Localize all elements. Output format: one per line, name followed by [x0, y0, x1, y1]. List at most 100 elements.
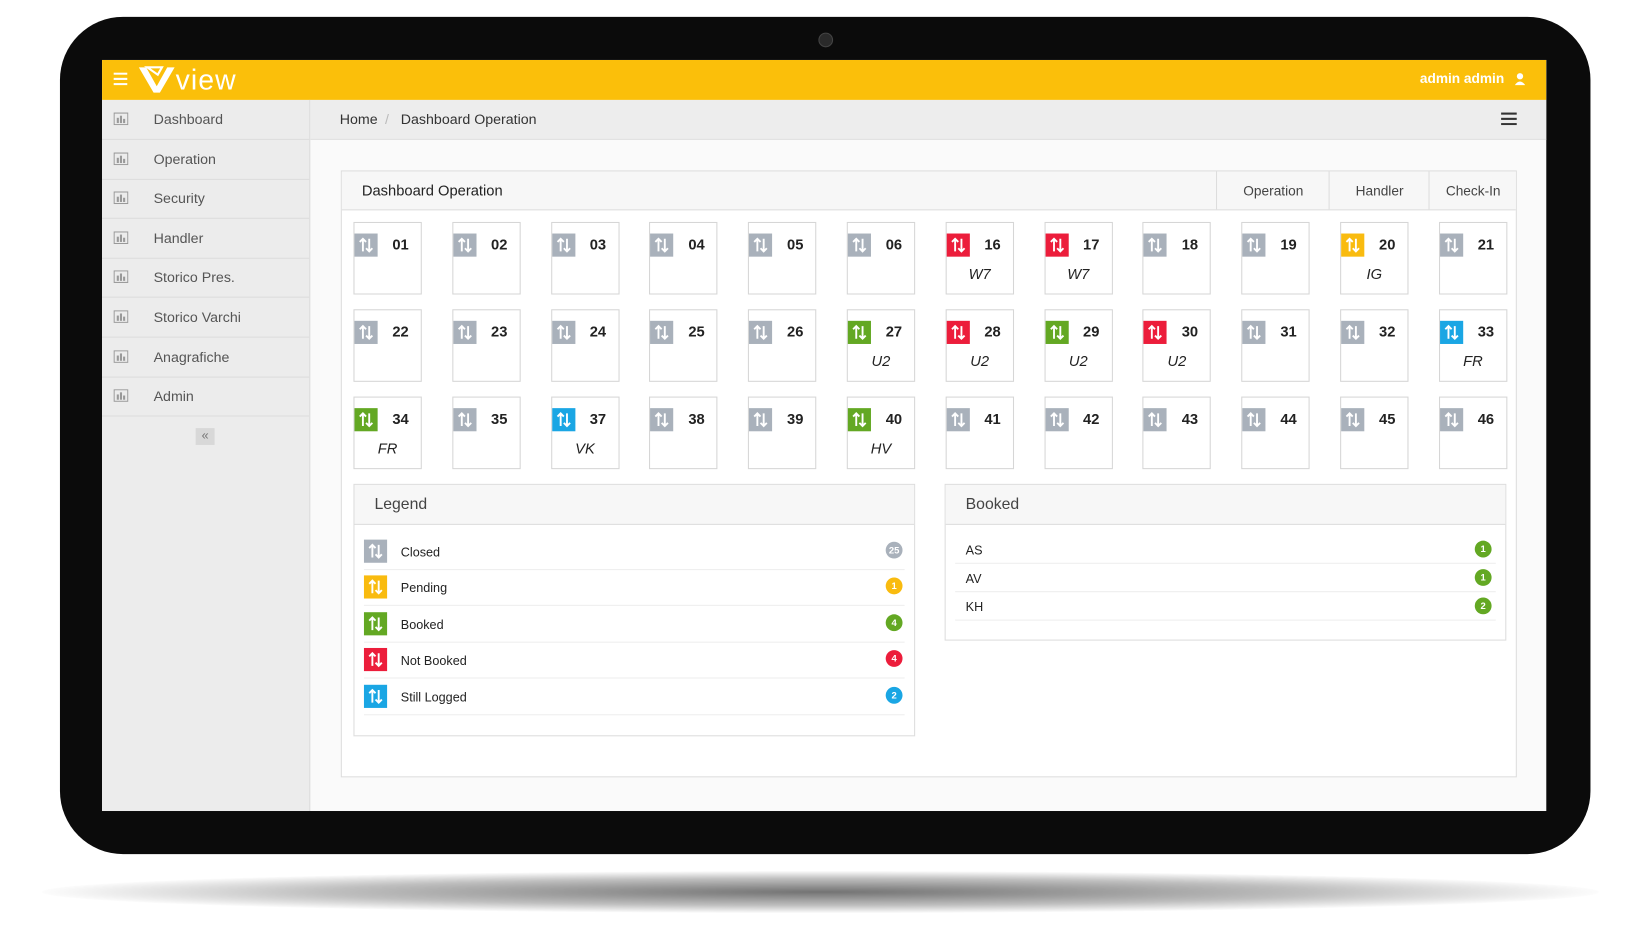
gate-card[interactable]: 02	[452, 221, 521, 295]
gate-number: 06	[885, 235, 903, 253]
gate-card[interactable]: 32	[1340, 309, 1409, 382]
gate-number: 38	[688, 410, 705, 428]
gate-card[interactable]: 28 U2	[945, 309, 1014, 382]
gate-status	[1045, 233, 1069, 257]
nav-icon	[113, 270, 129, 284]
gate-card[interactable]: 23	[452, 309, 521, 382]
booked-name: AS	[965, 542, 983, 558]
gate-card[interactable]: 43	[1142, 396, 1212, 470]
gate-card[interactable]: 34 FR	[353, 396, 422, 470]
gate-card[interactable]: 31	[1241, 309, 1310, 382]
gate-card[interactable]: 21	[1438, 221, 1508, 295]
gate-glyph	[1148, 412, 1163, 428]
gate-glyph	[359, 324, 374, 341]
gate-status	[1143, 320, 1167, 344]
gate-number: 40	[885, 410, 903, 428]
gate-status	[1045, 408, 1069, 432]
gate-card[interactable]: 04	[649, 221, 718, 295]
gate-number: 31	[1280, 322, 1297, 340]
gate-card[interactable]: 20 IG	[1340, 221, 1409, 295]
nav-icon	[113, 231, 129, 244]
gate-card[interactable]: 30 U2	[1142, 309, 1212, 382]
nav-icon	[113, 191, 129, 205]
gate-card[interactable]: 37 VK	[550, 396, 620, 470]
nav-item[interactable]: Storico Varchi	[102, 298, 310, 338]
gate-number: 28	[984, 322, 1001, 340]
gate-number: 33	[1477, 322, 1495, 340]
gate-card[interactable]: 16 W7	[945, 221, 1014, 295]
booked-row: AV 1	[955, 564, 1496, 593]
nav-label: Operation	[153, 151, 216, 167]
tab[interactable]: Check-In	[1428, 171, 1516, 210]
gate-status	[354, 408, 378, 432]
gate-card[interactable]: 22	[353, 309, 422, 382]
gate-card[interactable]: 24	[550, 309, 620, 382]
nav-item[interactable]: Dashboard	[102, 100, 310, 140]
user-icon[interactable]	[1514, 73, 1526, 86]
gate-status	[847, 320, 871, 344]
legend-icon	[363, 611, 388, 636]
legend-row: Pending 1	[363, 571, 905, 607]
gate-card[interactable]: 03	[550, 221, 620, 295]
gate-number: 02	[491, 235, 508, 253]
gate-card[interactable]: 26	[748, 309, 817, 382]
menu-toggle[interactable]	[113, 72, 129, 86]
tab[interactable]: Handler	[1328, 171, 1430, 210]
gate-card[interactable]: 01	[353, 221, 422, 295]
separator: /	[384, 111, 389, 128]
nav-item[interactable]: Security	[102, 179, 310, 219]
gate-card[interactable]: 44	[1241, 396, 1310, 470]
nav-item[interactable]: Admin	[102, 377, 310, 417]
nav-label: Anagrafiche	[153, 348, 230, 365]
gate-status	[1439, 408, 1463, 432]
collapse-button[interactable]: «	[195, 428, 215, 445]
gate-card[interactable]: 17 W7	[1044, 221, 1113, 295]
sidebar: Dashboard Operation Security Handler Storico…	[102, 99, 311, 812]
nav-item[interactable]: Anagrafiche	[102, 337, 310, 378]
gate-card[interactable]: 18	[1142, 221, 1212, 295]
gate-card[interactable]: 05	[748, 221, 817, 295]
booked-row: AS 1	[955, 535, 1496, 564]
gate-card[interactable]: 45	[1340, 396, 1409, 470]
gate-status	[847, 408, 871, 432]
gate-number: 27	[885, 322, 903, 340]
gate-card[interactable]: 19	[1241, 221, 1310, 295]
gate-glyph	[368, 543, 383, 559]
nav-label: Admin	[153, 388, 194, 405]
gate-status	[453, 233, 477, 257]
gate-glyph	[1345, 237, 1360, 253]
gate-card[interactable]: 46	[1438, 396, 1508, 470]
gate-number: 24	[589, 322, 607, 340]
gate-card[interactable]: 39	[748, 396, 817, 470]
gate-status	[1143, 408, 1167, 432]
gate-status	[551, 320, 575, 344]
breadcrumb-link[interactable]: Home	[339, 111, 378, 128]
gate-card[interactable]: 33 FR	[1438, 309, 1508, 382]
gate-status	[1242, 408, 1266, 432]
gate-card[interactable]: 38	[649, 396, 718, 470]
gate-glyph	[457, 324, 472, 341]
gate-status	[650, 408, 674, 432]
nav-item[interactable]: Handler	[102, 219, 310, 259]
booked-name: AV	[965, 570, 982, 586]
nav-item[interactable]: Storico Pres.	[102, 258, 310, 299]
nav-item[interactable]: Operation	[102, 139, 310, 180]
gate-glyph	[368, 579, 383, 596]
gate-status	[1439, 233, 1463, 257]
user-name[interactable]: admin admin	[1419, 70, 1505, 87]
gate-card[interactable]: 06	[846, 221, 916, 295]
gate-card[interactable]: 40 HV	[846, 396, 916, 470]
gate-card[interactable]: 25	[649, 309, 718, 382]
legend-icon	[363, 575, 388, 599]
legend-count: 4	[885, 650, 903, 668]
gate-card[interactable]: 29 U2	[1044, 309, 1113, 382]
gate-number: 18	[1181, 235, 1199, 253]
gate-card[interactable]: 42	[1044, 396, 1113, 470]
tab[interactable]: Operation	[1215, 171, 1330, 210]
gate-card[interactable]: 27 U2	[846, 309, 916, 382]
legend-label: Closed	[400, 544, 441, 560]
gate-card[interactable]: 41	[945, 396, 1014, 470]
gate-glyph	[1148, 324, 1163, 341]
gate-card[interactable]: 35	[452, 396, 521, 470]
options-menu[interactable]	[1501, 112, 1517, 126]
